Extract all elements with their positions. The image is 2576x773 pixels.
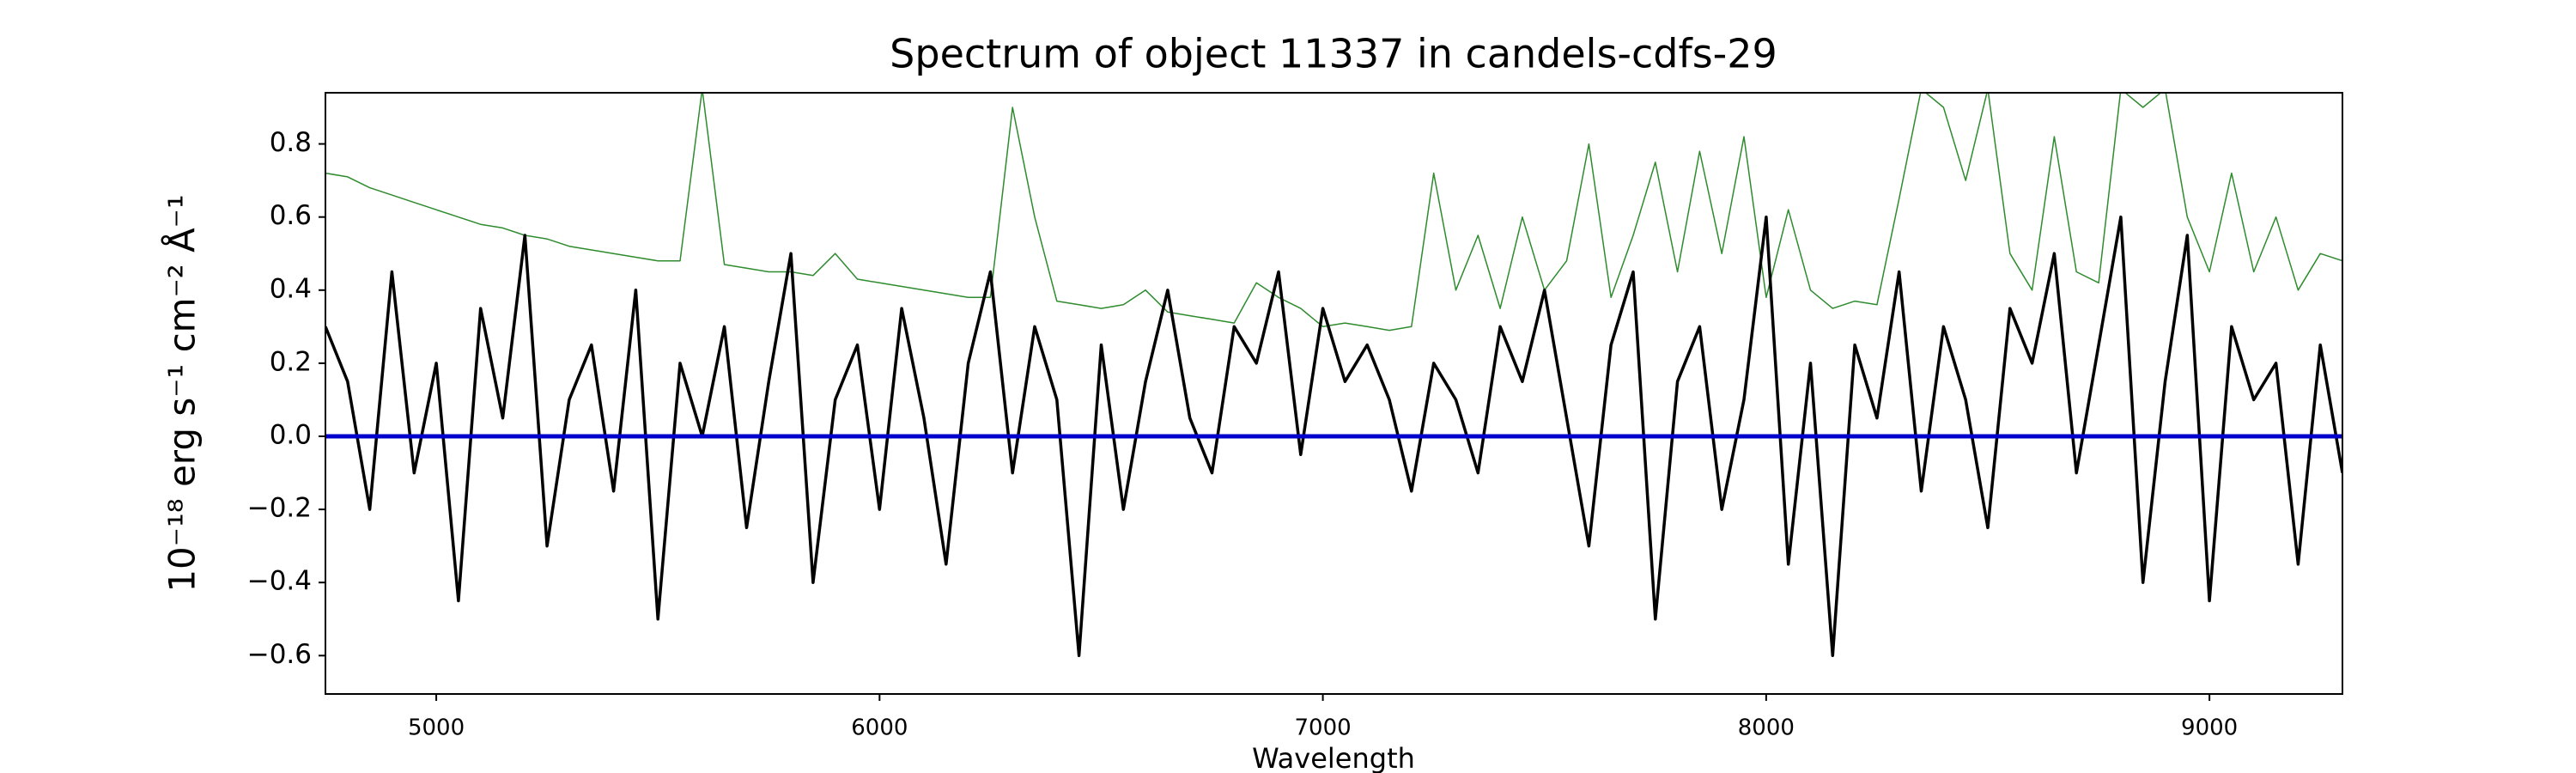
y-axis-label: 10⁻¹⁸ erg s⁻¹ cm⁻² Å⁻¹ <box>161 194 204 592</box>
plot-area <box>325 93 2342 658</box>
spectrum-line <box>325 93 2342 332</box>
y-tick-label: 0.2 <box>270 346 312 377</box>
y-tick-label: −0.2 <box>247 493 312 524</box>
plot-frame <box>325 92 2343 695</box>
x-axis-label: Wavelength <box>1252 742 1415 773</box>
x-tick-label: 7000 <box>1295 715 1352 741</box>
y-tick-label: −0.6 <box>247 639 312 670</box>
chart-title: Spectrum of object 11337 in candels-cdfs… <box>890 31 1777 77</box>
y-tick-label: −0.4 <box>247 566 312 597</box>
y-tick-label: 0.0 <box>270 420 312 451</box>
x-tick-label: 8000 <box>1738 715 1795 741</box>
x-tick-label: 6000 <box>851 715 908 741</box>
spectrum-line <box>325 215 2342 658</box>
y-tick-label: 0.8 <box>270 127 312 158</box>
x-tick-label: 9000 <box>2181 715 2238 741</box>
y-tick-label: 0.6 <box>270 200 312 231</box>
y-tick-label: 0.4 <box>270 273 312 304</box>
x-tick-label: 5000 <box>408 715 465 741</box>
